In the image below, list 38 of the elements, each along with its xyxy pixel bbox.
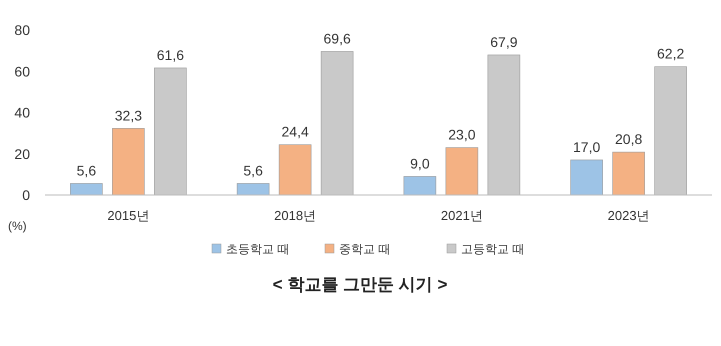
bar <box>570 160 603 196</box>
data-label: 62,2 <box>657 46 684 62</box>
bar <box>70 183 103 196</box>
data-label: 23,0 <box>448 126 476 143</box>
data-label: 9,0 <box>410 155 430 172</box>
data-label: 69,6 <box>324 30 351 46</box>
x-tick-label: 2018년 <box>274 208 316 223</box>
y-tick-label: 80 <box>14 22 30 38</box>
bar <box>278 144 312 196</box>
data-label: 61,6 <box>156 46 184 63</box>
data-label: 5,6 <box>76 162 96 178</box>
data-label: 5,6 <box>243 162 264 178</box>
legend-label: 중학교 때 <box>339 242 390 256</box>
x-tick-label: 2023년 <box>608 208 650 223</box>
x-tick-label: 2015년 <box>107 208 150 223</box>
y-tick-label: 40 <box>14 104 30 120</box>
bar <box>654 66 687 196</box>
data-label: 32,3 <box>114 107 142 124</box>
bar <box>446 147 478 196</box>
y-tick-label: 0 <box>22 187 30 203</box>
legend-label: 고등학교 때 <box>461 242 524 256</box>
data-label: 17,0 <box>573 138 600 155</box>
text: (%) <box>8 219 27 233</box>
y-tick-label: 60 <box>14 63 30 80</box>
data-label: 24,4 <box>282 124 309 140</box>
bar <box>112 128 145 196</box>
bar <box>236 183 270 196</box>
y-tick-label: 20 <box>14 146 30 162</box>
legend-label: 초등학교 때 <box>226 242 290 256</box>
bar <box>320 51 354 196</box>
x-tick-label: 2021년 <box>440 208 483 223</box>
bar <box>488 54 520 196</box>
bar <box>154 68 187 196</box>
data-label: 67,9 <box>490 34 518 50</box>
bar <box>404 176 436 196</box>
data-label: 20,8 <box>615 131 642 148</box>
text: < 학교를 그만둔 시기 > <box>272 275 448 294</box>
bar <box>612 152 645 196</box>
